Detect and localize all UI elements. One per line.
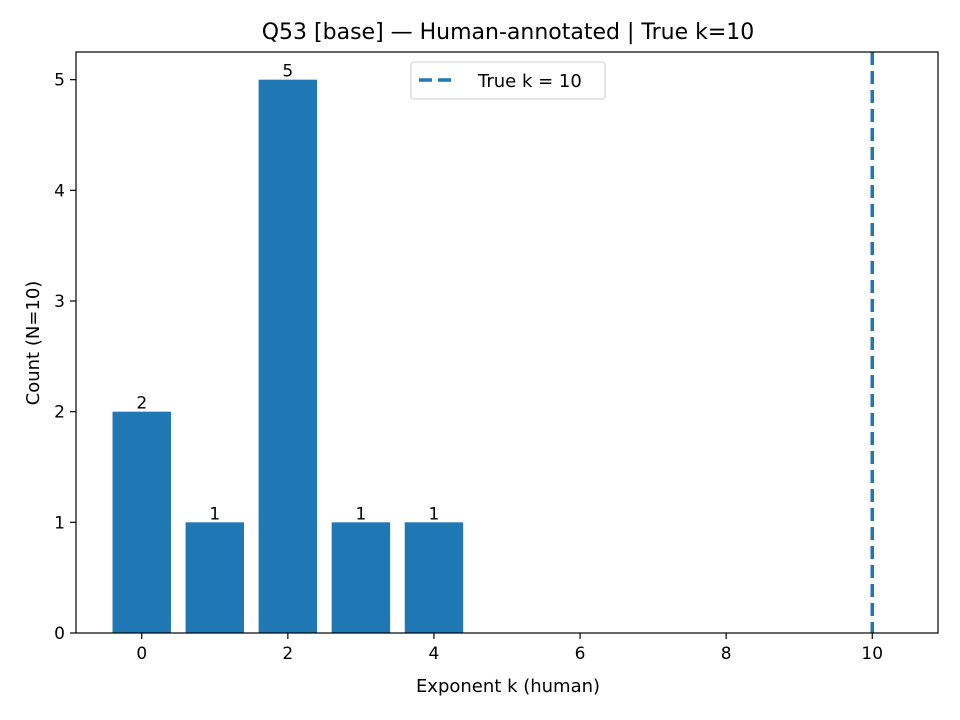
data-label-k-4: 1 bbox=[429, 504, 440, 524]
legend-box bbox=[410, 61, 606, 100]
x-tick-label-10: 10 bbox=[861, 644, 883, 664]
bar-k-0 bbox=[112, 411, 171, 633]
bars-group bbox=[112, 79, 464, 633]
x-tick-label-0: 0 bbox=[136, 644, 147, 664]
data-labels-group: 2 1 5 1 1 bbox=[136, 62, 439, 525]
x-tick-label-8: 8 bbox=[721, 644, 732, 664]
y-axis-ticks: 0 1 2 3 4 5 bbox=[54, 71, 76, 644]
x-tick-label-2: 2 bbox=[282, 644, 293, 664]
x-axis-label: Exponent k (human) bbox=[416, 676, 600, 697]
bar-k-2 bbox=[258, 79, 318, 633]
chart-title: Q53 [base] — Human-annotated | True k=10 bbox=[262, 20, 755, 45]
y-tick-label-4: 4 bbox=[54, 181, 65, 201]
bar-k-3 bbox=[331, 522, 391, 633]
bar-k-1 bbox=[185, 522, 245, 633]
data-label-k-2: 5 bbox=[282, 62, 293, 82]
legend: True k = 10 bbox=[410, 61, 606, 100]
data-label-k-3: 1 bbox=[355, 504, 366, 524]
y-tick-label-0: 0 bbox=[54, 624, 65, 644]
y-tick-label-2: 2 bbox=[54, 403, 65, 423]
plot-frame bbox=[75, 51, 939, 634]
x-tick-label-4: 4 bbox=[429, 644, 440, 664]
data-label-k-0: 2 bbox=[136, 394, 147, 414]
y-tick-label-5: 5 bbox=[54, 71, 65, 91]
x-axis-ticks: 0 2 4 6 8 10 bbox=[136, 633, 883, 664]
legend-entry-true-k: True k = 10 bbox=[477, 71, 582, 92]
x-tick-label-6: 6 bbox=[575, 644, 586, 664]
bar-k-4 bbox=[404, 522, 464, 633]
data-label-k-1: 1 bbox=[209, 504, 220, 524]
y-tick-label-3: 3 bbox=[54, 292, 65, 312]
y-tick-label-1: 1 bbox=[54, 513, 65, 533]
y-axis-label: Count (N=10) bbox=[23, 281, 44, 406]
